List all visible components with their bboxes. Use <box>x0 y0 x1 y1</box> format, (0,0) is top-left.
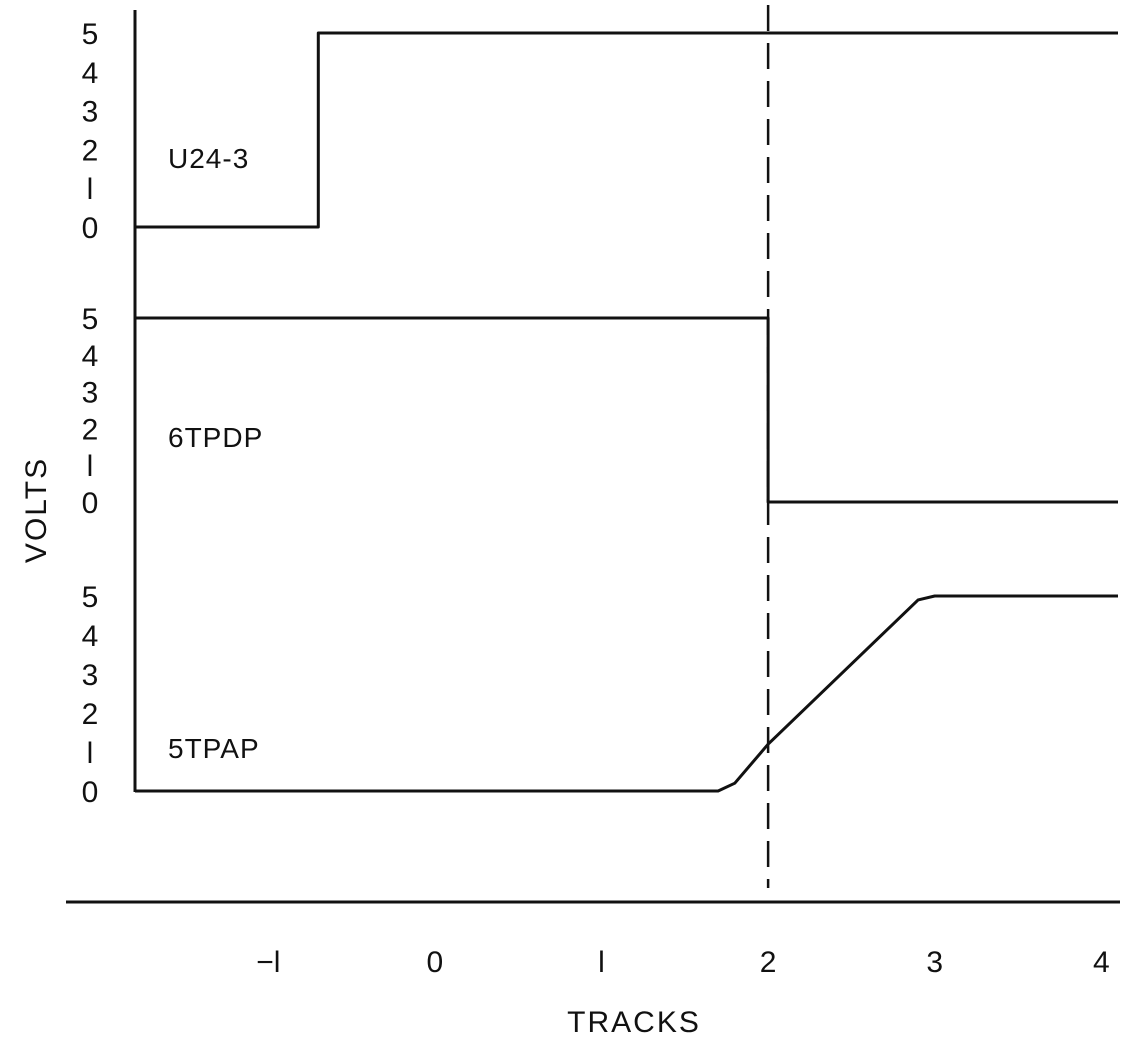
y-tick-label-3-4: 4 <box>82 620 99 653</box>
trace-u24-3 <box>135 31 1118 229</box>
x-tick-label--1: −l <box>256 946 280 979</box>
y-tick-label-1-3: 3 <box>82 96 99 129</box>
series-label-u24-3: U24-3 <box>168 143 249 174</box>
y-tick-label-3-2: 2 <box>82 698 99 731</box>
y-tick-label-1-4: 4 <box>82 57 99 90</box>
y-tick-label-1-1: l <box>87 173 94 206</box>
y-tick-label-2-2: 2 <box>82 413 99 446</box>
y-tick-label-1-0: 0 <box>82 212 99 245</box>
trace-5tpap <box>135 594 1118 793</box>
y-tick-label-1-2: 2 <box>82 134 99 167</box>
y-tick-label-2-1: l <box>87 450 94 483</box>
y-tick-label-3-5: 5 <box>82 581 99 614</box>
y-tick-label-2-0: 0 <box>82 487 99 520</box>
y-tick-label-2-3: 3 <box>82 377 99 410</box>
series-label-6tpdp: 6TPDP <box>168 422 263 453</box>
y-tick-label-2-4: 4 <box>82 340 99 373</box>
y-tick-label-1-5: 5 <box>82 18 99 51</box>
y-tick-label-2-5: 5 <box>82 303 99 336</box>
x-tick-label-3: 3 <box>926 946 943 979</box>
y-tick-label-3-0: 0 <box>82 776 99 809</box>
x-axis-title: TRACKS <box>567 1006 701 1039</box>
x-tick-label-0: 0 <box>427 946 444 979</box>
x-tick-label-4: 4 <box>1093 946 1110 979</box>
y-axis-title: VOLTS <box>20 457 53 563</box>
y-tick-label-3-1: l <box>87 737 94 770</box>
series-label-5tpap: 5TPAP <box>168 733 260 764</box>
x-tick-label-1: l <box>598 946 605 979</box>
trace-6tpdp <box>135 316 1118 504</box>
x-tick-label-2: 2 <box>760 946 777 979</box>
y-tick-label-3-3: 3 <box>82 659 99 692</box>
